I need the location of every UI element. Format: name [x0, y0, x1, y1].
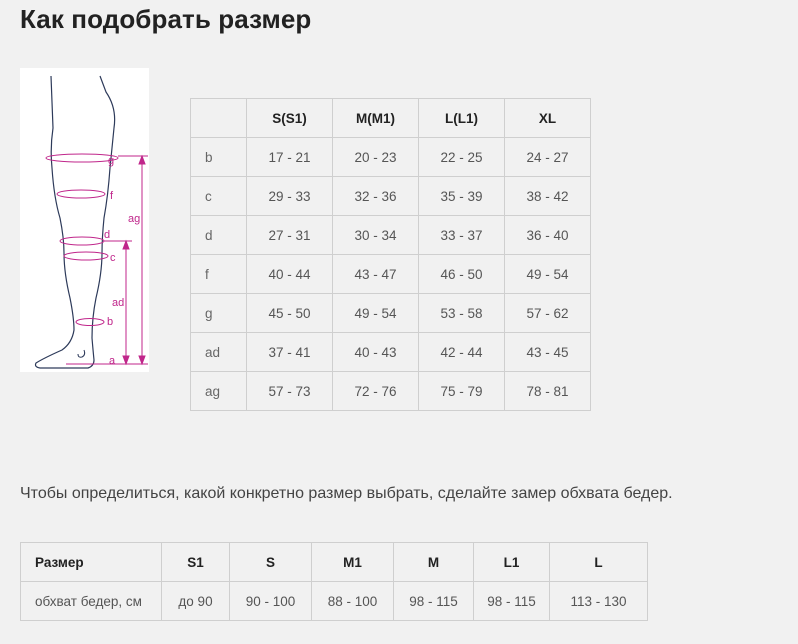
table-cell: 36 - 40	[504, 215, 591, 255]
hip-table-header-row: Размер S1 S M1 M L1 L	[20, 542, 648, 582]
table-cell: 17 - 21	[246, 137, 333, 177]
leg-outline	[34, 75, 116, 369]
label-ad: ad	[112, 297, 124, 309]
table-cell: 57 - 73	[246, 371, 333, 411]
header-cell: M	[393, 542, 474, 582]
table-cell: 113 - 130	[549, 581, 648, 621]
ring-g	[45, 153, 119, 163]
table-cell: 42 - 44	[418, 332, 505, 372]
row-label: c	[190, 176, 247, 216]
ring-c	[63, 251, 109, 261]
table-cell: 78 - 81	[504, 371, 591, 411]
table-cell: 57 - 62	[504, 293, 591, 333]
table-row: ad 37 - 41 40 - 43 42 - 44 43 - 45	[190, 332, 591, 372]
header-cell: Размер	[20, 542, 162, 582]
table-cell: 37 - 41	[246, 332, 333, 372]
table-cell: 40 - 44	[246, 254, 333, 294]
header-cell	[190, 98, 247, 138]
table-row: b 17 - 21 20 - 23 22 - 25 24 - 27	[190, 137, 591, 177]
table-cell: 72 - 76	[332, 371, 419, 411]
table-row: обхват бедер, см до 90 90 - 100 88 - 100…	[20, 581, 648, 621]
table-row: f 40 - 44 43 - 47 46 - 50 49 - 54	[190, 254, 591, 294]
table-cell: 49 - 54	[332, 293, 419, 333]
row-label: g	[190, 293, 247, 333]
size-table-header-row: S(S1) M(M1) L(L1) XL	[190, 98, 591, 138]
label-f: f	[110, 190, 114, 202]
table-cell: 43 - 45	[504, 332, 591, 372]
table-cell: 46 - 50	[418, 254, 505, 294]
label-c: c	[110, 252, 116, 264]
header-cell: XL	[504, 98, 591, 138]
table-cell: 49 - 54	[504, 254, 591, 294]
table-cell: 35 - 39	[418, 176, 505, 216]
table-cell: 22 - 25	[418, 137, 505, 177]
row-label: f	[190, 254, 247, 294]
header-cell: L(L1)	[418, 98, 505, 138]
table-row: d 27 - 31 30 - 34 33 - 37 36 - 40	[190, 215, 591, 255]
header-cell: M1	[311, 542, 394, 582]
ring-d	[59, 236, 105, 246]
header-cell: L	[549, 542, 648, 582]
table-cell: 98 - 115	[393, 581, 474, 621]
row-label: d	[190, 215, 247, 255]
table-row: ag 57 - 73 72 - 76 75 - 79 78 - 81	[190, 371, 591, 411]
row-label: b	[190, 137, 247, 177]
table-cell: 29 - 33	[246, 176, 333, 216]
label-d: d	[104, 229, 110, 241]
table-cell: 53 - 58	[418, 293, 505, 333]
hint-text: Чтобы определиться, какой конкретно разм…	[20, 485, 673, 502]
arrow-ad	[104, 239, 132, 366]
header-cell: S	[229, 542, 312, 582]
table-cell: 45 - 50	[246, 293, 333, 333]
table-cell: 40 - 43	[332, 332, 419, 372]
label-b: b	[107, 316, 113, 328]
row-label: ag	[190, 371, 247, 411]
hip-size-table: Размер S1 S M1 M L1 L обхват бедер, см д…	[20, 542, 648, 621]
ring-f	[56, 189, 106, 199]
table-cell: 27 - 31	[246, 215, 333, 255]
header-cell: S(S1)	[246, 98, 333, 138]
table-cell: 88 - 100	[311, 581, 394, 621]
table-cell: 33 - 37	[418, 215, 505, 255]
table-cell: 75 - 79	[418, 371, 505, 411]
label-a: a	[109, 355, 116, 367]
size-chart-table: S(S1) M(M1) L(L1) XL b 17 - 21 20 - 23 2…	[190, 98, 591, 411]
table-cell: 30 - 34	[332, 215, 419, 255]
table-row: c 29 - 33 32 - 36 35 - 39 38 - 42	[190, 176, 591, 216]
row-label: обхват бедер, см	[20, 581, 162, 621]
table-cell: 24 - 27	[504, 137, 591, 177]
table-cell: 20 - 23	[332, 137, 419, 177]
table-cell: 43 - 47	[332, 254, 419, 294]
table-cell: до 90	[161, 581, 230, 621]
header-cell: M(M1)	[332, 98, 419, 138]
leg-measurement-diagram: g f ag d c ad b a	[20, 68, 149, 372]
table-cell: 32 - 36	[332, 176, 419, 216]
arrow-ag	[118, 154, 148, 366]
header-cell: S1	[161, 542, 230, 582]
table-cell: 90 - 100	[229, 581, 312, 621]
table-row: g 45 - 50 49 - 54 53 - 58 57 - 62	[190, 293, 591, 333]
row-label: ad	[190, 332, 247, 372]
table-cell: 38 - 42	[504, 176, 591, 216]
header-cell: L1	[473, 542, 550, 582]
page-title: Как подобрать размер	[20, 4, 312, 34]
ring-b	[75, 318, 105, 326]
label-g: g	[108, 155, 114, 167]
label-ag: ag	[128, 213, 140, 225]
table-cell: 98 - 115	[473, 581, 550, 621]
